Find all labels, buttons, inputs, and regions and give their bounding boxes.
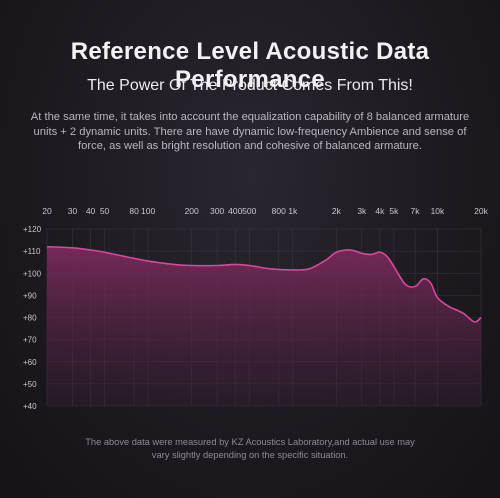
- chart-svg: 20 30 40 50 80 100 200 300 400 500 800 1k 2k 3k 4k 5k 7k…: [23, 206, 489, 411]
- x-tick-label: 3k: [357, 206, 367, 216]
- frequency-response-chart: 20 30 40 50 80 100 200 300 400 500 800 1k 2k 3k 4k 5k 7k…: [0, 196, 500, 416]
- x-tick-label: 2k: [332, 206, 342, 216]
- area: [46, 245, 482, 406]
- y-tick-label: +70: [23, 336, 37, 345]
- x-tick-label: 30: [68, 206, 78, 216]
- x-tick-label: 5k: [389, 206, 399, 216]
- page-subtitle: The Power Of The Product Comes From This…: [87, 77, 413, 94]
- y-axis: +120 +110 +100 +90 +80 +70 +60 +50 +40: [23, 225, 42, 411]
- y-tick-label: +90: [23, 291, 37, 300]
- y-tick-label: +50: [23, 380, 37, 389]
- x-tick-label: 200: [185, 206, 199, 216]
- footnote: The above data were measured by KZ Acous…: [85, 437, 415, 460]
- x-tick-label: 100: [141, 206, 155, 216]
- y-tick-label: +80: [23, 314, 37, 323]
- frequency-response-area: [47, 246, 481, 406]
- x-tick-label: 1k: [288, 206, 298, 216]
- x-tick-label: 20: [42, 206, 52, 216]
- x-tick-label: 50: [100, 206, 110, 216]
- x-tick-label: 500: [242, 206, 256, 216]
- y-tick-label: +40: [23, 402, 37, 411]
- y-tick-label: +60: [23, 358, 37, 367]
- y-tick-label: +120: [23, 225, 42, 234]
- frequency-response-line: [46, 245, 482, 323]
- x-tick-label: 7k: [411, 206, 421, 216]
- x-tick-label: 40: [86, 206, 96, 216]
- x-tick-label: 20k: [474, 206, 488, 216]
- x-axis: 20 30 40 50 80 100 200 300 400 500 800 1k 2k 3k 4k 5k 7k…: [42, 206, 488, 216]
- y-tick-label: +100: [23, 269, 42, 278]
- x-tick-label: 800: [272, 206, 286, 216]
- description-text: At the same time, it takes into account …: [30, 111, 470, 152]
- x-tick-label: 400: [228, 206, 242, 216]
- x-tick-label: 300: [210, 206, 224, 216]
- y-tick-label: +110: [23, 247, 41, 256]
- x-tick-label: 80: [129, 206, 139, 216]
- x-tick-label: 4k: [375, 206, 385, 216]
- x-tick-label: 10k: [431, 206, 445, 216]
- page-title: Reference Level Acoustic Data Performanc…: [70, 38, 430, 93]
